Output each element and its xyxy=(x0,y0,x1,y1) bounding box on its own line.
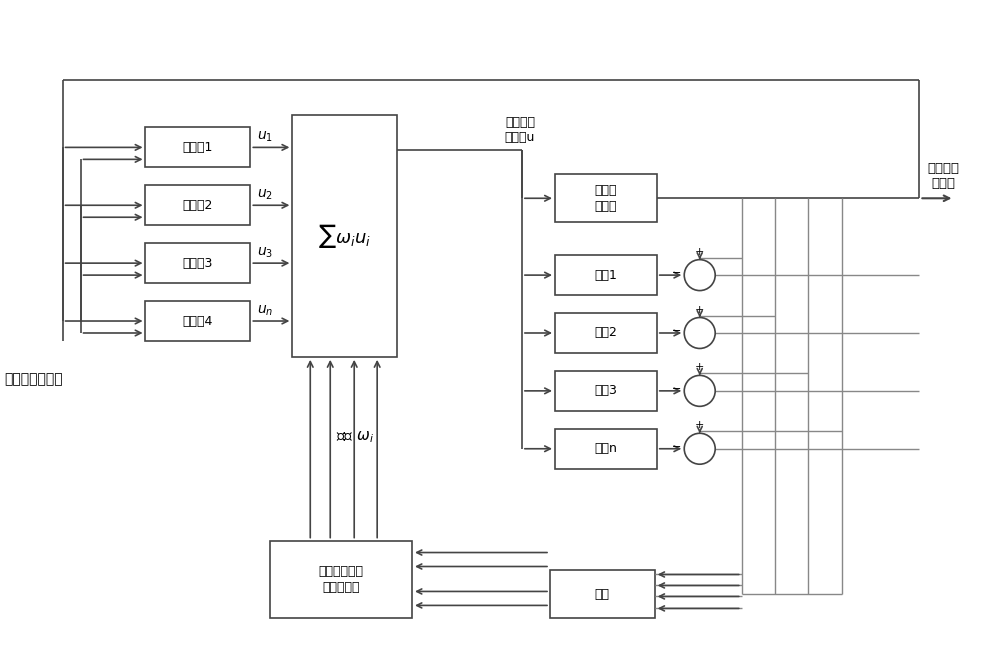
Text: 控制器1: 控制器1 xyxy=(183,141,213,154)
Text: 模型3: 模型3 xyxy=(594,384,617,397)
FancyBboxPatch shape xyxy=(555,313,657,353)
Text: $u_3$: $u_3$ xyxy=(257,245,274,260)
Text: $u_2$: $u_2$ xyxy=(257,187,273,202)
Text: +: + xyxy=(695,246,704,257)
Text: 控制器3: 控制器3 xyxy=(183,257,213,269)
FancyBboxPatch shape xyxy=(292,116,397,357)
Text: −: − xyxy=(672,384,681,394)
Text: +: + xyxy=(695,420,704,430)
FancyBboxPatch shape xyxy=(270,541,412,618)
Text: $u_n$: $u_n$ xyxy=(257,303,274,317)
FancyBboxPatch shape xyxy=(555,429,657,468)
Text: 模型n: 模型n xyxy=(594,442,617,455)
Text: −: − xyxy=(672,268,681,278)
Text: 出口温度
测量値: 出口温度 测量値 xyxy=(927,162,959,191)
FancyBboxPatch shape xyxy=(555,174,657,222)
Text: 控制器4: 控制器4 xyxy=(183,315,213,328)
Text: 导热油入
口流量u: 导热油入 口流量u xyxy=(505,116,535,145)
FancyBboxPatch shape xyxy=(145,301,250,341)
Text: 改进递推贝叶
斯权値计算: 改进递推贝叶 斯权値计算 xyxy=(319,565,364,594)
FancyBboxPatch shape xyxy=(145,127,250,168)
FancyBboxPatch shape xyxy=(145,185,250,225)
Text: 模型2: 模型2 xyxy=(594,327,617,340)
Text: 出口温度设定値: 出口温度设定値 xyxy=(5,372,63,386)
Text: $u_1$: $u_1$ xyxy=(257,129,273,144)
FancyBboxPatch shape xyxy=(145,243,250,283)
FancyBboxPatch shape xyxy=(555,371,657,411)
Text: 模型1: 模型1 xyxy=(594,269,617,282)
Text: −: − xyxy=(672,442,681,452)
FancyBboxPatch shape xyxy=(550,570,655,618)
Text: $\sum\omega_i u_i$: $\sum\omega_i u_i$ xyxy=(318,222,371,250)
Text: 残差: 残差 xyxy=(595,588,610,601)
Text: 控制器2: 控制器2 xyxy=(183,199,213,212)
Text: −: − xyxy=(672,326,681,336)
Text: +: + xyxy=(695,305,704,315)
Text: 权値 $\omega_i$: 权値 $\omega_i$ xyxy=(336,429,374,445)
FancyBboxPatch shape xyxy=(555,255,657,295)
Text: 太阳能
集热器: 太阳能 集热器 xyxy=(595,184,617,213)
Text: +: + xyxy=(695,363,704,373)
